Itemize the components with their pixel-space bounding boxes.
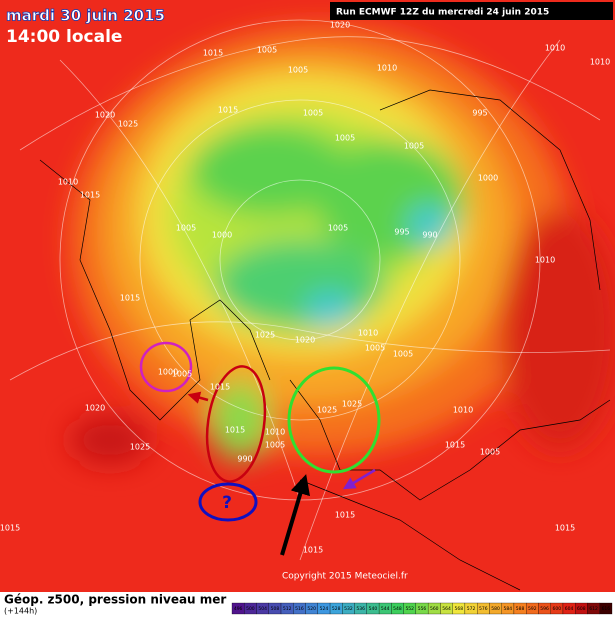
isobar-label: 1005 (335, 134, 355, 143)
run-box (330, 2, 613, 20)
purple-arrow (342, 468, 376, 490)
legend-label: 612 (589, 606, 598, 612)
isobar-label: 1015 (203, 49, 223, 58)
isobar-label: 1015 (335, 511, 355, 520)
legend-label: 548 (393, 606, 402, 612)
isobar-label: 1005 (328, 224, 348, 233)
isobar-label: 1015 (218, 106, 238, 115)
legend-label: 568 (454, 606, 463, 612)
isobar-label: 1005 (303, 109, 323, 118)
isobar-label: 1015 (0, 524, 20, 533)
legend-swatch (599, 602, 613, 615)
footer-title: Géop. z500, pression niveau mer (4, 593, 226, 607)
isobar-label: 1010 (58, 178, 78, 187)
isobar-label: 1005 (404, 142, 424, 151)
isobar-label: 1025 (118, 120, 138, 129)
legend-label: 580 (491, 606, 500, 612)
legend-label: 604 (565, 606, 574, 612)
legend-label: 524 (320, 606, 329, 612)
annotations: ? (139, 341, 381, 556)
isobar-label: 990 (422, 231, 437, 240)
isobar-label: 1000 (212, 231, 232, 240)
isobar-label: 1020 (330, 21, 350, 30)
legend-label: 496 (234, 606, 243, 612)
legend-label: 564 (442, 606, 451, 612)
legend-label: 536 (356, 606, 365, 612)
red-ellipse (205, 365, 267, 483)
isobar-label: 1015 (225, 426, 245, 435)
isobar-label: 1010 (453, 406, 473, 415)
isobar-label: 1005 (365, 344, 385, 353)
isobar-label: 1010 (265, 428, 285, 437)
isobar-label: 990 (237, 455, 252, 464)
isobar-label: 1025 (130, 443, 150, 452)
isobar-label: 1020 (95, 111, 115, 120)
isobar-label: 1015 (120, 294, 140, 303)
legend-label: 544 (381, 606, 390, 612)
isobar-label: 1015 (210, 383, 230, 392)
copyright: Copyright 2015 Meteociel.fr (282, 572, 408, 582)
legend-label: 504 (258, 606, 267, 612)
isobar-label: 995 (472, 109, 487, 118)
legend-label: 600 (553, 606, 562, 612)
legend-label: 576 (479, 606, 488, 612)
isobar-label: 1010 (358, 329, 378, 338)
isobar-label: 1015 (445, 441, 465, 450)
legend-label: 596 (540, 606, 549, 612)
isobar-label: 1015 (80, 191, 100, 200)
legend-label: 616 (602, 606, 611, 612)
red-arrow (187, 391, 209, 404)
legend-label: 552 (405, 606, 414, 612)
field (0, 0, 615, 592)
green-circle (287, 366, 381, 474)
legend-label: 508 (271, 606, 280, 612)
isobar-label: 1005 (288, 66, 308, 75)
isobar-label: 1020 (295, 336, 315, 345)
isobar-label: 1010 (545, 44, 565, 53)
date: mardi 30 juin 2015 (6, 7, 165, 25)
color-legend: 496 500 504 508 512 516 520 524 528 532 536 540 544 5… (231, 602, 613, 615)
local-time: 14:00 locale (6, 27, 122, 47)
legend-label: 532 (344, 606, 353, 612)
isobar-label: 1010 (535, 256, 555, 265)
black-arrow (280, 474, 311, 556)
isobar-label: 1015 (555, 524, 575, 533)
isobar-label: 1005 (480, 448, 500, 457)
legend-label: 556 (418, 606, 427, 612)
isobar-label: 1020 (85, 404, 105, 413)
legend-label: 520 (307, 606, 316, 612)
legend-label: 560 (430, 606, 439, 612)
isobar-label: 1000 (478, 174, 498, 183)
isobar-label: 1025 (342, 400, 362, 409)
question-mark: ? (222, 493, 232, 513)
legend-label: 528 (332, 606, 341, 612)
isobar-label: 995 (394, 228, 409, 237)
legend-label: 588 (516, 606, 525, 612)
blue-ellipse (198, 482, 258, 522)
legend-label: 540 (369, 606, 378, 612)
legend-label: 608 (577, 606, 586, 612)
isobar-label: 1015 (303, 546, 323, 555)
legend-label: 592 (528, 606, 537, 612)
isobar-label: 1010 (377, 64, 397, 73)
run-info: Run ECMWF 12Z du mercredi 24 juin 2015 (336, 8, 549, 18)
isobar-label: 1010 (590, 58, 610, 67)
magenta-circle (139, 341, 193, 393)
isobar-label: 1005 (265, 441, 285, 450)
legend-label: 500 (246, 606, 255, 612)
footer-range: (+144h) (4, 607, 37, 616)
legend-label: 584 (504, 606, 513, 612)
isobar-label: 1005 (172, 370, 192, 379)
isobar-label: 1005 (176, 224, 196, 233)
isobar-label: 1025 (317, 406, 337, 415)
legend-label: 516 (295, 606, 304, 612)
isobar-label: 1005 (257, 46, 277, 55)
isobar-label: 1025 (255, 331, 275, 340)
isobar-label: 1005 (393, 350, 413, 359)
legend-label: 572 (467, 606, 476, 612)
isobar-label: 1000 (158, 368, 178, 377)
legend-label: 512 (283, 606, 292, 612)
